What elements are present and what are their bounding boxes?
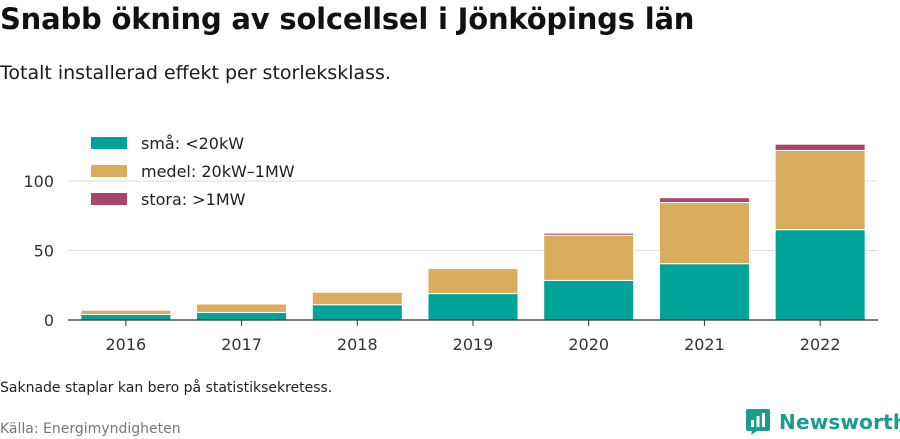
bar-segment <box>80 309 172 315</box>
y-tick-label: 0 <box>44 311 54 330</box>
bar-segment <box>658 197 750 204</box>
source-label: Källa: Energimyndigheten <box>0 421 181 437</box>
x-tick-label: 2016 <box>105 335 146 354</box>
bar-segment <box>774 143 866 151</box>
bar-segment <box>543 279 635 321</box>
bar-segment <box>543 234 635 281</box>
x-tick-label: 2019 <box>453 335 494 354</box>
legend-swatch <box>91 165 127 177</box>
x-tick-label: 2022 <box>800 335 841 354</box>
y-tick-label: 100 <box>23 172 54 191</box>
bar-segment <box>80 313 172 321</box>
legend-swatch <box>91 137 127 149</box>
legend-swatch <box>91 193 127 205</box>
legend-label: medel: 20kW–1MW <box>141 162 295 181</box>
bar-segment <box>427 293 519 321</box>
newsworthy-logo-icon <box>746 409 770 435</box>
footnote: Saknade staplar kan bero på statistiksek… <box>0 380 333 396</box>
chart-title: Snabb ökning av solcellsel i Jönköpings … <box>0 2 695 36</box>
bar-segment <box>658 263 750 321</box>
chart-subtitle: Totalt installerad effekt per storlekskl… <box>0 62 391 84</box>
bars <box>80 143 866 321</box>
bar-segment <box>311 291 403 306</box>
brand-name: Newsworthy <box>779 410 900 434</box>
x-tick-label: 2021 <box>684 335 725 354</box>
x-tick-label: 2017 <box>221 335 262 354</box>
bar-segment <box>196 303 288 313</box>
legend: små: <20kW medel: 20kW–1MW stora: >1MW <box>91 134 295 209</box>
bar-segment <box>774 229 866 321</box>
x-tick-label: 2018 <box>337 335 378 354</box>
bar-segment <box>658 202 750 265</box>
y-tick-label: 50 <box>34 242 54 261</box>
x-tick-label: 2020 <box>568 335 609 354</box>
bar-segment <box>774 149 866 231</box>
brand-logo[interactable]: Newsworthy <box>745 407 900 437</box>
legend-label: stora: >1MW <box>141 190 246 209</box>
bar-segment <box>543 232 635 236</box>
axes: 0 50 100 2016 2017 2018 2019 2020 2021 2022 <box>23 172 878 354</box>
bar-segment <box>311 304 403 321</box>
bar-segment <box>427 268 519 295</box>
stacked-bar-chart: 0 50 100 2016 2017 2018 2019 2020 2021 2022 små: … <box>23 134 878 354</box>
legend-label: små: <20kW <box>141 134 244 153</box>
bar-segment <box>196 311 288 321</box>
